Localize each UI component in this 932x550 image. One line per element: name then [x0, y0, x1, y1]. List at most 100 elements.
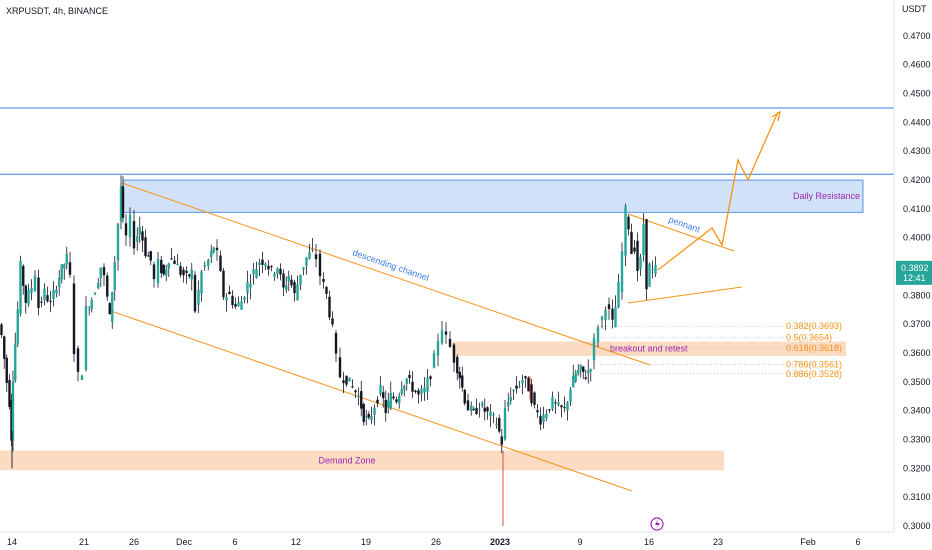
candle-body — [452, 344, 456, 363]
candle-body — [222, 270, 225, 298]
candle-body — [334, 332, 338, 354]
channel-lower-line — [107, 309, 633, 492]
candle-body — [231, 295, 234, 306]
candle-body — [584, 377, 587, 379]
candle-body — [524, 376, 527, 379]
candle-body — [342, 380, 345, 384]
candle-body — [240, 301, 243, 310]
candle-body — [515, 385, 518, 389]
candle-body — [481, 402, 484, 406]
price-tick-label: 0.3000 — [903, 521, 931, 531]
candle-body — [357, 395, 360, 398]
candle-body — [642, 224, 645, 256]
candle-body — [170, 258, 173, 260]
candle-body — [128, 214, 132, 238]
event-lightning-icon[interactable] — [650, 517, 664, 531]
candle-body — [604, 309, 607, 321]
candle-body — [533, 392, 536, 405]
candle-body — [252, 269, 255, 275]
candle-body — [219, 255, 222, 271]
candle-body — [106, 275, 109, 297]
candle-body — [384, 399, 387, 414]
candle-body — [557, 402, 560, 406]
candle-body — [8, 380, 11, 407]
candle-body — [60, 264, 63, 280]
candle-body — [249, 283, 252, 288]
candle-body — [530, 384, 533, 404]
candle-body — [651, 269, 654, 271]
candle-body — [179, 266, 182, 275]
candle-body — [472, 408, 475, 410]
candle-body — [423, 387, 426, 393]
candle-body — [72, 283, 76, 355]
fib-level-label: 0.786(0.3561) — [786, 359, 842, 369]
candle-body — [365, 416, 368, 418]
candle-body — [144, 237, 147, 257]
candle-body — [299, 274, 302, 286]
candle-body — [426, 377, 429, 392]
candle-body — [486, 407, 489, 412]
candle-body — [0, 324, 3, 336]
candle-body — [84, 305, 88, 370]
candle-body — [420, 389, 423, 394]
fib-level-label: 0.382(0.3693) — [786, 321, 842, 331]
countdown-timer: 12:41 — [903, 273, 926, 283]
fib-level-label: 0.886(0.3528) — [786, 369, 842, 379]
candle-body — [19, 260, 22, 314]
time-tick-label: Dec — [176, 537, 193, 547]
candle-body — [90, 299, 93, 310]
candle-body — [456, 356, 459, 374]
candle-body — [147, 255, 150, 257]
breakout-retest-label: breakout and retest — [610, 344, 688, 354]
price-tick-label: 0.3600 — [903, 348, 931, 358]
candle-body — [398, 395, 401, 404]
candle-body — [124, 223, 128, 236]
candle-body — [463, 390, 466, 404]
candle-body — [596, 327, 600, 342]
candle-body — [322, 278, 325, 282]
candle-body — [627, 216, 630, 230]
candle-body — [97, 282, 100, 289]
time-tick-label: 26 — [129, 537, 139, 547]
candle-body — [444, 331, 448, 335]
candle-body — [489, 411, 492, 417]
candle-body — [539, 416, 542, 425]
candle-body — [225, 297, 228, 301]
candle-body — [436, 341, 440, 356]
time-tick-label: 16 — [644, 537, 654, 547]
candle-body — [503, 407, 507, 440]
candle-body — [152, 264, 156, 280]
fib-level-label: 0.618(0.3618) — [786, 343, 842, 353]
candle-body — [43, 288, 46, 301]
candle-body — [30, 287, 33, 293]
candle-body — [645, 219, 648, 290]
candle-body — [617, 281, 620, 308]
time-tick-label: 19 — [361, 537, 371, 547]
candle-body — [296, 284, 299, 300]
candle-body — [345, 375, 348, 385]
candle-body — [173, 260, 176, 264]
candle-body — [607, 304, 611, 309]
candle-body — [545, 413, 548, 419]
candle-body — [554, 402, 557, 404]
candle-body — [582, 366, 585, 373]
candle-body — [633, 247, 636, 252]
price-tick-label: 0.3100 — [903, 492, 931, 502]
candle-body — [566, 402, 569, 411]
candle-body — [600, 317, 604, 320]
projection-arrowhead — [771, 110, 781, 122]
candle-body — [527, 377, 530, 392]
candle-body — [478, 409, 481, 411]
price-axis-unit: USDT — [902, 4, 927, 14]
candle-body — [367, 413, 370, 418]
candle-body — [411, 381, 414, 392]
current-price-badge[interactable]: 0.3892 12:41 — [896, 260, 932, 285]
price-tick-label: 0.3400 — [903, 406, 931, 416]
time-tick-label: 14 — [7, 537, 17, 547]
candle-body — [68, 262, 72, 275]
candle-body — [165, 269, 168, 276]
candle-body — [400, 389, 403, 394]
time-tick-label: Feb — [800, 537, 816, 547]
